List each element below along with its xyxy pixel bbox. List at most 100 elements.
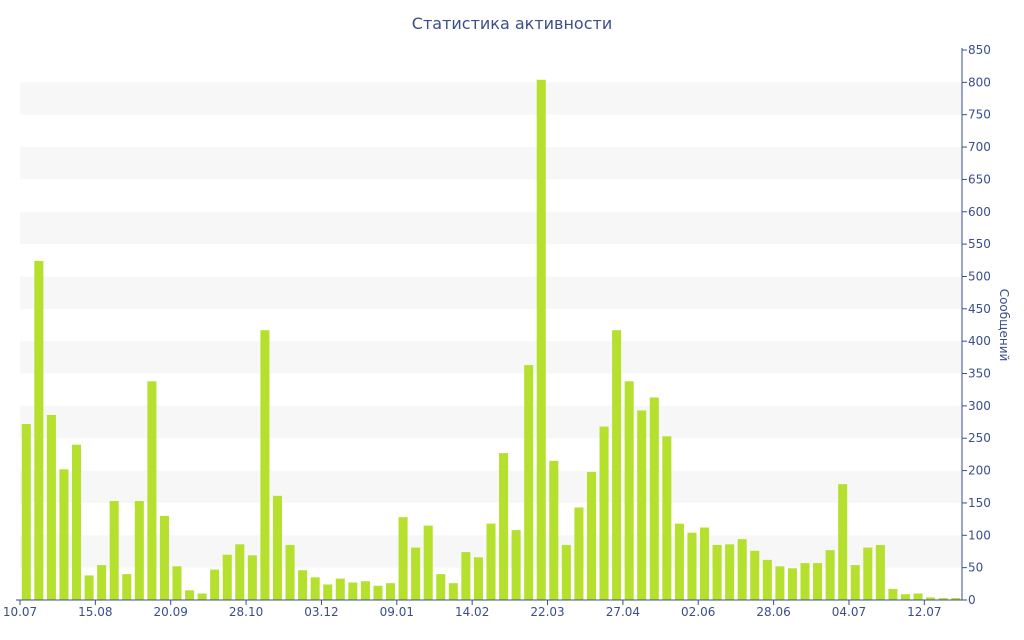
bar[interactable] xyxy=(84,575,94,600)
bar[interactable] xyxy=(649,397,659,600)
bar[interactable] xyxy=(926,597,936,600)
bar[interactable] xyxy=(662,436,672,600)
bar[interactable] xyxy=(612,330,622,600)
bar[interactable] xyxy=(335,578,345,600)
bar[interactable] xyxy=(134,501,144,600)
bar[interactable] xyxy=(210,569,220,600)
bar[interactable] xyxy=(549,460,559,600)
bar[interactable] xyxy=(511,530,521,600)
y-tick-label: 250 xyxy=(968,431,991,445)
y-tick-label: 400 xyxy=(968,334,991,348)
bar[interactable] xyxy=(674,523,684,600)
bar[interactable] xyxy=(787,568,797,600)
bar[interactable] xyxy=(775,566,785,600)
bar[interactable] xyxy=(360,581,370,600)
bar[interactable] xyxy=(285,545,295,600)
x-tick-label: 28.10 xyxy=(229,605,263,619)
bar[interactable] xyxy=(875,545,885,600)
bar[interactable] xyxy=(423,525,433,600)
y-axis-title: Сообщений xyxy=(997,289,1011,362)
axes: 0 50 100 150 200 250 300 350 400 450 500 550 600 650 7… xyxy=(3,43,991,619)
bar[interactable] xyxy=(147,381,157,600)
bar[interactable] xyxy=(122,574,132,600)
bar[interactable] xyxy=(298,570,308,600)
bar[interactable] xyxy=(159,515,169,600)
bar[interactable] xyxy=(825,550,835,600)
bar[interactable] xyxy=(373,585,383,600)
bar[interactable] xyxy=(59,469,69,600)
bar[interactable] xyxy=(574,507,584,600)
bar[interactable] xyxy=(398,517,408,600)
x-tick-label: 28.06 xyxy=(756,605,790,619)
bar[interactable] xyxy=(411,547,421,600)
y-tick-label: 600 xyxy=(968,205,991,219)
y-tick-label: 300 xyxy=(968,399,991,413)
y-tick-label: 550 xyxy=(968,237,991,251)
bar[interactable] xyxy=(850,565,860,600)
bar[interactable] xyxy=(750,550,760,600)
bar[interactable] xyxy=(938,598,948,600)
bar[interactable] xyxy=(235,544,245,600)
bar[interactable] xyxy=(838,484,848,600)
bar[interactable] xyxy=(800,563,810,600)
grid-band xyxy=(20,211,962,245)
bar[interactable] xyxy=(725,544,735,600)
bar[interactable] xyxy=(385,583,396,600)
bar[interactable] xyxy=(348,582,358,600)
grid-bands xyxy=(20,82,962,568)
bar[interactable] xyxy=(222,554,232,600)
bar[interactable] xyxy=(197,593,207,600)
grid-band xyxy=(20,147,962,180)
bar[interactable] xyxy=(524,365,534,600)
bar[interactable] xyxy=(561,545,571,600)
bar[interactable] xyxy=(473,557,483,600)
y-tick-label: 850 xyxy=(968,43,991,57)
bar[interactable] xyxy=(272,495,283,600)
y-tick-label: 450 xyxy=(968,302,991,316)
y-tick-label: 750 xyxy=(968,108,991,122)
bar[interactable] xyxy=(586,471,597,600)
bar[interactable] xyxy=(172,566,182,600)
bar[interactable] xyxy=(185,590,195,600)
y-tick-label: 350 xyxy=(968,367,991,381)
bar[interactable] xyxy=(499,453,509,600)
bar[interactable] xyxy=(310,577,320,600)
bar[interactable] xyxy=(46,414,56,600)
bar[interactable] xyxy=(461,552,471,600)
bar[interactable] xyxy=(486,523,496,600)
bar[interactable] xyxy=(687,532,697,600)
y-tick-label: 700 xyxy=(968,140,991,154)
bar[interactable] xyxy=(712,545,722,600)
bar[interactable] xyxy=(813,563,823,600)
grid-band xyxy=(20,82,962,115)
x-tick-label: 15.08 xyxy=(78,605,112,619)
x-tick-label: 20.09 xyxy=(154,605,188,619)
bar[interactable] xyxy=(900,594,911,600)
bar[interactable] xyxy=(536,79,546,600)
chart-title: Статистика активности xyxy=(411,14,613,33)
bar[interactable] xyxy=(863,547,873,600)
x-tick-label: 04.07 xyxy=(832,605,866,619)
bar[interactable] xyxy=(888,589,898,600)
bar[interactable] xyxy=(34,260,44,600)
bar[interactable] xyxy=(913,593,923,600)
bar[interactable] xyxy=(71,444,82,600)
bar[interactable] xyxy=(323,584,333,600)
bar[interactable] xyxy=(247,555,257,600)
bar[interactable] xyxy=(637,410,647,600)
bar[interactable] xyxy=(21,424,31,600)
bar[interactable] xyxy=(436,574,446,600)
x-tick-label: 12.07 xyxy=(907,605,941,619)
bar[interactable] xyxy=(951,598,961,600)
bar[interactable] xyxy=(97,565,107,600)
bar[interactable] xyxy=(699,527,710,600)
bar[interactable] xyxy=(448,583,458,600)
x-tick-label: 03.12 xyxy=(304,605,338,619)
bar[interactable] xyxy=(260,330,270,600)
bar[interactable] xyxy=(624,381,634,600)
bar[interactable] xyxy=(109,501,119,600)
bar[interactable] xyxy=(737,539,747,600)
bar[interactable] xyxy=(762,559,772,600)
bar[interactable] xyxy=(599,426,609,600)
